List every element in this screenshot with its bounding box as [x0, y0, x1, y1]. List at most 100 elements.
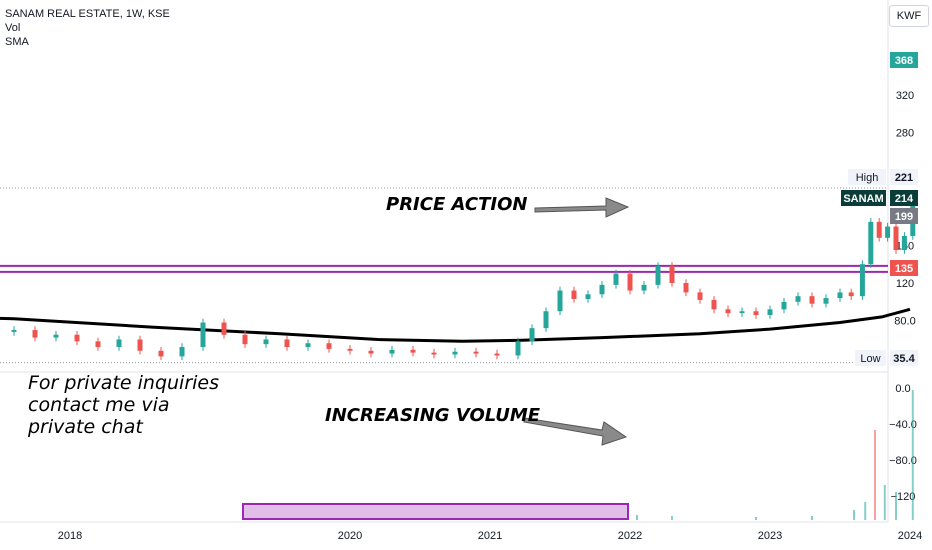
x-tick-label: 2021: [478, 530, 502, 542]
badge-label-bg: [848, 169, 886, 185]
badge-label: SANAM: [843, 193, 883, 205]
candle: [347, 348, 353, 351]
candle: [305, 343, 311, 347]
price-badge: [890, 169, 918, 185]
badge-label-bg: [841, 190, 886, 206]
candle: [452, 351, 458, 355]
candle: [739, 311, 745, 314]
candle: [669, 266, 675, 283]
volume-bar: [874, 430, 876, 520]
volume-bar: [811, 516, 813, 520]
volume-bar: [911, 390, 914, 520]
price-badge-value: 135: [895, 263, 913, 275]
note-line-2: contact me via: [28, 394, 170, 416]
vol-tick-label: −80.0: [889, 455, 917, 467]
x-tick-label: 2020: [338, 530, 362, 542]
y-tick-label: 120: [896, 278, 914, 290]
price-action-label: PRICE ACTION: [386, 194, 528, 215]
candle: [494, 353, 500, 356]
candle: [599, 284, 605, 295]
candle: [683, 283, 689, 293]
candle: [116, 339, 122, 347]
candle: [263, 339, 269, 345]
candle: [655, 266, 661, 285]
price-badge: [890, 52, 918, 68]
candle: [543, 311, 549, 329]
candle: [95, 341, 101, 347]
candle: [11, 330, 17, 332]
price-badge-value: 35.4: [893, 353, 915, 365]
x-tick-label: 2022: [618, 530, 642, 542]
candle: [876, 221, 882, 238]
chart-legend: SANAM REAL ESTATE, 1W, KSE Vol SMA: [5, 7, 170, 49]
candle: [641, 284, 647, 291]
badge-label: High: [856, 172, 879, 184]
candle: [515, 341, 521, 356]
volume-arrow: [523, 417, 628, 446]
volume-bar: [895, 492, 897, 520]
x-tick-label: 2023: [758, 530, 782, 542]
price-badge-value: 199: [895, 211, 913, 223]
volume-bar: [883, 485, 886, 520]
volume-bar: [864, 502, 867, 520]
legend-title: SANAM REAL ESTATE, 1W, KSE: [5, 8, 170, 20]
candle: [613, 273, 619, 285]
price-badge-value: 221: [895, 172, 913, 184]
legend-indicator-sma[interactable]: SMA: [5, 36, 29, 48]
badge-label-bg: [855, 350, 886, 366]
price-badge: [890, 190, 918, 206]
candle: [137, 339, 143, 351]
candle: [893, 226, 899, 251]
price-badge: [890, 350, 918, 366]
candle: [795, 296, 801, 302]
price-badge: [890, 208, 918, 224]
note-line-3: private chat: [28, 416, 143, 438]
candle: [53, 334, 59, 338]
candle: [74, 334, 80, 342]
vol-tick-label: −40.0: [889, 419, 917, 431]
candle: [389, 349, 395, 354]
y-tick-label: 280: [896, 127, 914, 139]
candle: [571, 290, 577, 299]
candle: [868, 221, 874, 265]
candle: [326, 343, 332, 349]
candle: [368, 350, 374, 354]
volume-bar: [671, 516, 673, 520]
y-tick-label: 80.0: [894, 316, 915, 328]
candle: [697, 292, 703, 300]
volume-bar: [755, 517, 757, 520]
candle: [242, 334, 248, 345]
sma-line: [0, 307, 911, 343]
volume-bar: [636, 515, 638, 520]
candle: [221, 322, 227, 335]
vol-tick-label: −120: [891, 491, 916, 503]
badge-label: Low: [860, 353, 880, 365]
volume-bar: [853, 510, 855, 520]
candle: [901, 235, 907, 251]
candle: [823, 298, 829, 304]
volume-base-box: [242, 503, 629, 520]
x-tick-label: 2024: [898, 530, 922, 542]
note-line-1: For private inquiries: [28, 372, 220, 394]
price-action-arrow: [534, 197, 630, 218]
candle: [837, 292, 843, 299]
price-badge-value: 214: [895, 193, 914, 205]
currency-button[interactable]: KWF: [889, 5, 929, 27]
x-tick-label: 2018: [58, 530, 82, 542]
candle: [431, 352, 437, 355]
candle: [179, 346, 185, 357]
legend-indicator-vol[interactable]: Vol: [5, 22, 21, 34]
candle: [158, 350, 164, 357]
vol-tick-label: 0.0: [895, 383, 910, 395]
candle: [711, 299, 717, 310]
price-badge-value: 368: [895, 55, 913, 67]
candle: [557, 290, 563, 312]
candle: [885, 226, 891, 238]
price-badge: [890, 260, 918, 276]
candle: [859, 264, 865, 297]
candle: [529, 328, 535, 342]
candle: [32, 330, 38, 338]
contact-note: For private inquiries contact me via pri…: [28, 372, 219, 438]
candle: [767, 309, 773, 315]
